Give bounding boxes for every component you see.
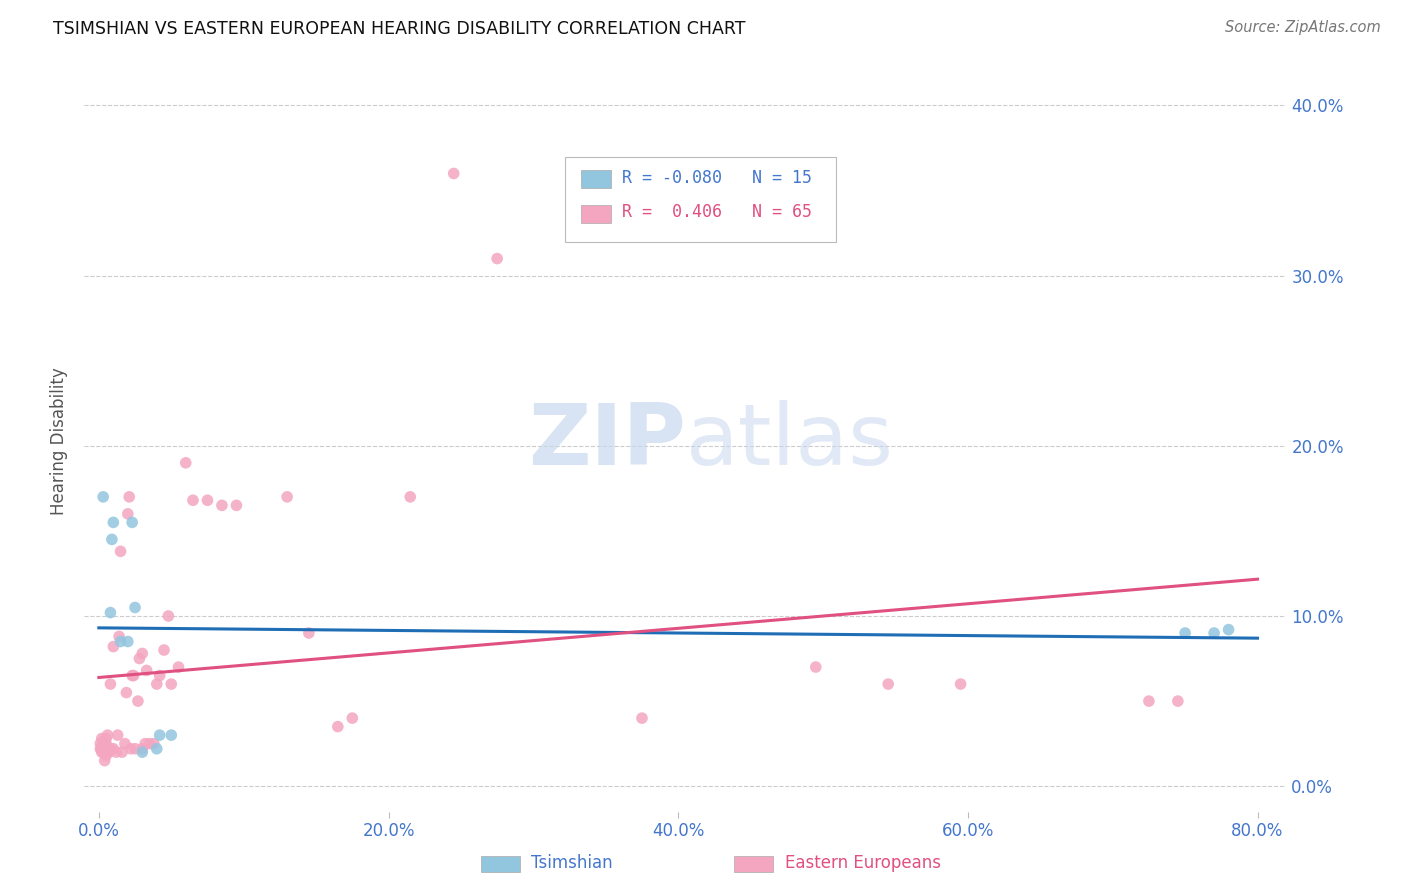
- Point: [127, 694, 149, 708]
- Point: [103, 640, 125, 654]
- Point: [91, 490, 114, 504]
- Text: Tsimshian: Tsimshian: [531, 855, 613, 872]
- Point: [117, 634, 139, 648]
- Point: [93, 745, 115, 759]
- Point: [103, 741, 125, 756]
- Point: [326, 720, 349, 734]
- Text: TSIMSHIAN VS EASTERN EUROPEAN HEARING DISABILITY CORRELATION CHART: TSIMSHIAN VS EASTERN EUROPEAN HEARING DI…: [53, 20, 747, 37]
- Point: [100, 677, 122, 691]
- Point: [631, 711, 654, 725]
- Point: [122, 668, 145, 682]
- Point: [100, 741, 122, 756]
- Point: [118, 490, 141, 504]
- Point: [146, 741, 169, 756]
- Point: [100, 606, 122, 620]
- Point: [91, 745, 114, 759]
- Point: [949, 677, 972, 691]
- Point: [108, 629, 131, 643]
- Point: [1174, 626, 1197, 640]
- Point: [94, 731, 117, 746]
- Text: ZIP: ZIP: [527, 400, 686, 483]
- Point: [90, 731, 112, 746]
- Point: [124, 741, 146, 756]
- Point: [486, 252, 509, 266]
- Point: [105, 745, 128, 759]
- Point: [114, 737, 136, 751]
- Point: [342, 711, 364, 725]
- Point: [111, 745, 134, 759]
- Point: [117, 507, 139, 521]
- Text: Eastern Europeans: Eastern Europeans: [785, 855, 941, 872]
- Point: [225, 499, 247, 513]
- Point: [96, 741, 118, 756]
- Point: [115, 685, 138, 699]
- Point: [107, 728, 129, 742]
- Text: R = -0.080   N = 15: R = -0.080 N = 15: [621, 169, 811, 187]
- Point: [153, 643, 176, 657]
- Point: [167, 660, 190, 674]
- Point: [160, 728, 183, 742]
- Point: [103, 516, 125, 530]
- Point: [131, 741, 153, 756]
- Point: [91, 735, 114, 749]
- Point: [1167, 694, 1189, 708]
- Y-axis label: Hearing Disability: Hearing Disability: [51, 368, 69, 516]
- Bar: [581, 204, 610, 223]
- Point: [211, 499, 233, 513]
- Point: [1137, 694, 1160, 708]
- Point: [101, 533, 124, 547]
- Point: [1218, 623, 1240, 637]
- Point: [89, 737, 111, 751]
- Point: [90, 741, 112, 756]
- Point: [135, 664, 157, 678]
- Point: [93, 754, 115, 768]
- Point: [121, 668, 143, 682]
- Point: [90, 745, 112, 759]
- Point: [98, 745, 121, 759]
- Point: [131, 647, 153, 661]
- Point: [89, 741, 111, 756]
- Point: [134, 737, 156, 751]
- Point: [804, 660, 827, 674]
- Point: [110, 544, 132, 558]
- Text: R =  0.406   N = 65: R = 0.406 N = 65: [621, 203, 811, 221]
- Point: [149, 728, 172, 742]
- Point: [149, 668, 172, 682]
- Point: [96, 728, 118, 742]
- Point: [94, 737, 117, 751]
- Point: [121, 516, 143, 530]
- Point: [142, 737, 165, 751]
- Point: [399, 490, 422, 504]
- Point: [298, 626, 321, 640]
- Point: [1202, 626, 1225, 640]
- Point: [94, 745, 117, 759]
- Point: [128, 651, 150, 665]
- Point: [197, 493, 219, 508]
- Point: [157, 609, 180, 624]
- Point: [138, 737, 160, 751]
- Point: [276, 490, 298, 504]
- Point: [181, 493, 204, 508]
- Point: [131, 745, 153, 759]
- Text: atlas: atlas: [686, 400, 893, 483]
- Point: [174, 456, 197, 470]
- Point: [124, 600, 146, 615]
- Point: [120, 741, 142, 756]
- Point: [146, 677, 169, 691]
- Bar: [581, 169, 610, 188]
- FancyBboxPatch shape: [565, 156, 835, 242]
- Point: [94, 748, 117, 763]
- Point: [443, 166, 465, 180]
- Point: [160, 677, 183, 691]
- Point: [877, 677, 900, 691]
- Text: Source: ZipAtlas.com: Source: ZipAtlas.com: [1225, 20, 1381, 35]
- Point: [110, 634, 132, 648]
